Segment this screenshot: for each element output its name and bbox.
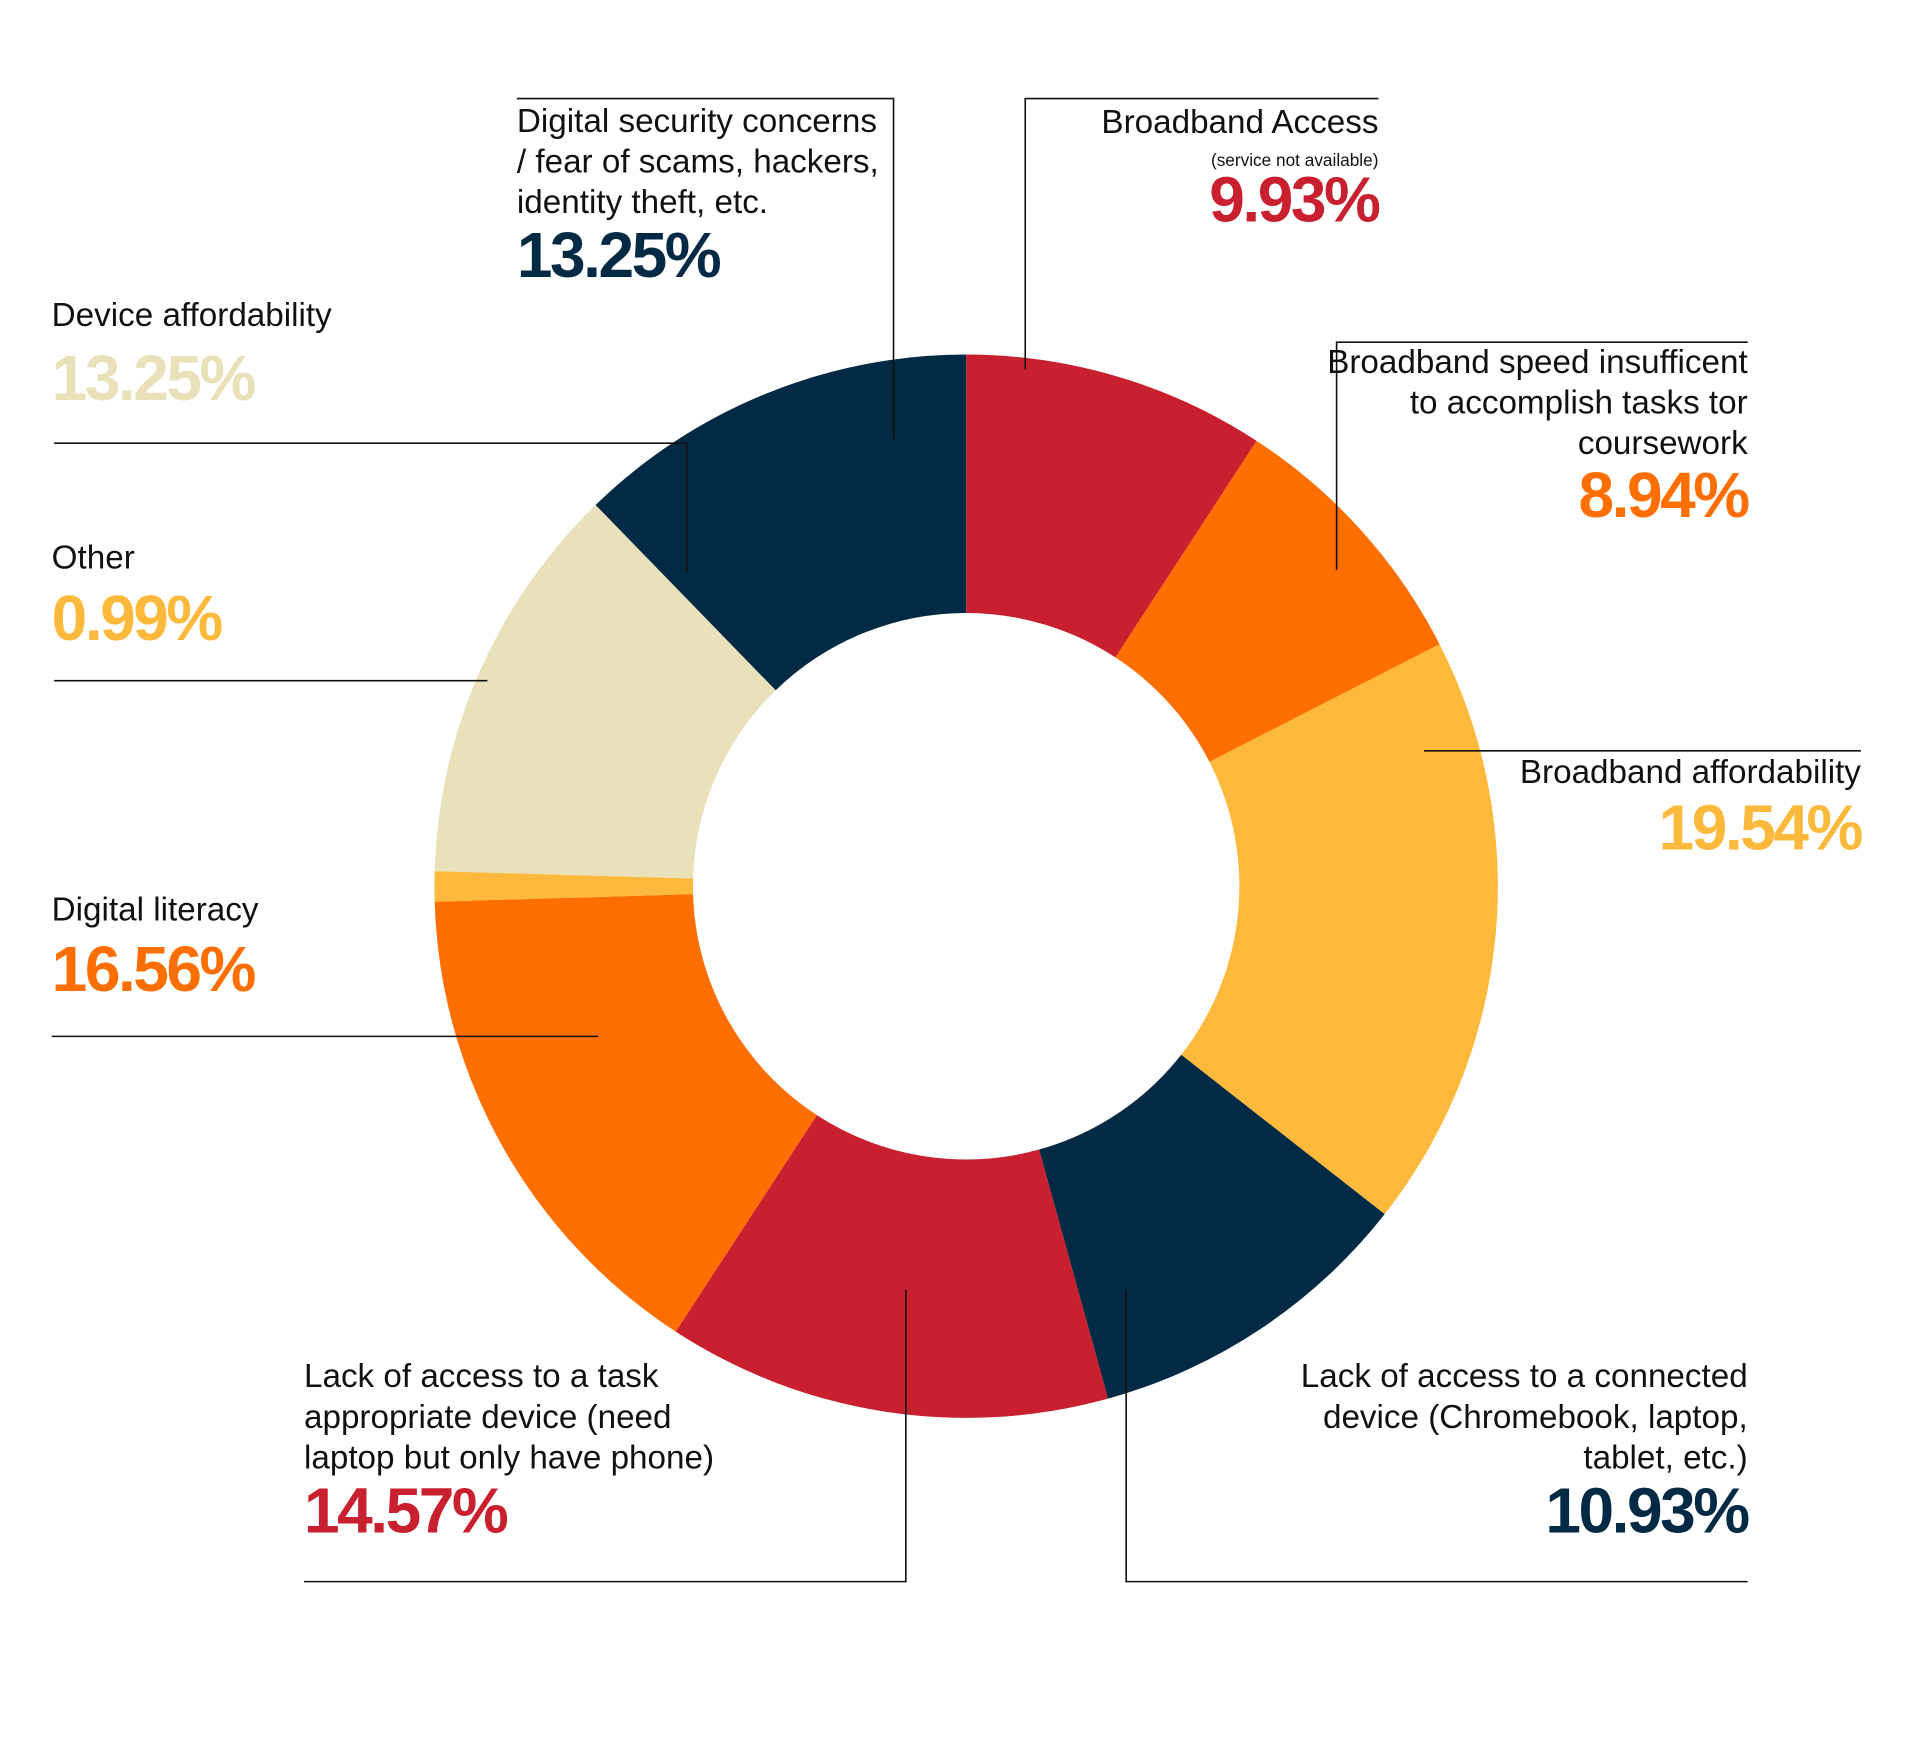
value-label: 13.25% [517,219,721,291]
value-label: 14.57% [304,1474,508,1546]
category-label: Other [52,540,135,577]
leader-line [304,1289,907,1583]
leader-line [516,97,895,440]
category-label: Digital literacy [52,892,259,929]
donut-slice [1115,440,1440,762]
donut-slice [434,894,817,1332]
value-label: 8.94% [1579,459,1750,531]
category-label: Broadband speed insufficent to accomplish… [1327,344,1748,462]
leader-line [1125,1289,1748,1583]
category-label: Broadband Access [1101,104,1378,141]
leader-line [54,442,688,573]
donut-slice [1181,644,1498,1215]
donut-slice [434,871,694,902]
category-label: Lack of access to a connected device (Chr… [1301,1358,1748,1476]
value-label: 19.54% [1659,791,1863,863]
leader-line [1335,341,1748,570]
category-label: Device affordability [52,297,332,334]
value-label: 16.56% [52,933,256,1005]
donut-slice [595,354,967,691]
leader-line [1024,97,1379,370]
value-label: 9.93% [1209,164,1380,236]
donut-slice [434,504,776,879]
category-label: Digital security concerns / fear of scams… [517,103,879,221]
category-label: Lack of access to a task appropriate devi… [304,1358,714,1476]
category-label: Broadband affordability [1520,754,1861,791]
category-note: (service not available) [1211,150,1378,170]
value-label: 0.99% [52,582,223,654]
value-label: 13.25% [52,342,256,414]
value-label: 10.93% [1545,1474,1749,1546]
donut-slice [966,354,1257,658]
donut-slice [675,1115,1108,1418]
